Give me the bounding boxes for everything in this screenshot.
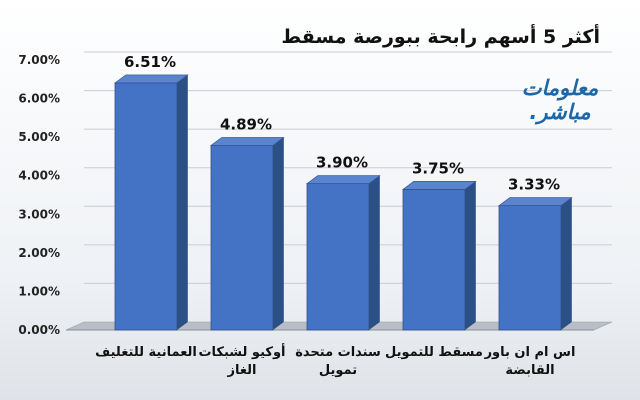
bar-side — [273, 137, 284, 330]
bar — [114, 82, 178, 331]
y-tick-label: 2.00% — [18, 246, 60, 260]
logo-line-1: معلومات — [521, 76, 599, 100]
bar-side — [369, 175, 380, 330]
y-tick-label: 5.00% — [18, 130, 60, 144]
chart-title: أكثر 5 أسهم رابحة ببورصة مسقط — [281, 26, 600, 48]
bar-top — [498, 197, 573, 206]
logo-line-2: مباشر. — [529, 100, 591, 124]
data-label: 3.75% — [412, 159, 464, 177]
x-tick-label: أوكيو لشبكات الغاز — [198, 345, 286, 378]
y-tick-label: 6.00% — [18, 92, 60, 106]
bar-top — [306, 175, 381, 184]
y-tick-label: 4.00% — [18, 169, 60, 183]
bar — [210, 144, 274, 331]
bar — [498, 205, 562, 331]
bar-side — [177, 74, 188, 331]
x-tick-label: اس ام ان باور القابضة — [484, 345, 576, 378]
bar — [402, 188, 466, 331]
bar-top — [210, 137, 285, 146]
x-tick-label: مسقط للتمويل — [385, 345, 483, 360]
logo: معلومات مباشر. — [512, 76, 608, 124]
x-tick-label: سندات متحدة تمويل — [295, 345, 381, 378]
bar — [306, 183, 370, 331]
y-tick-label: 7.00% — [18, 53, 60, 67]
data-label: 4.89% — [220, 115, 272, 133]
data-label: 6.51% — [124, 53, 176, 71]
data-label: 3.90% — [316, 154, 368, 172]
bar-top — [114, 74, 189, 84]
y-tick-label: 3.00% — [18, 207, 60, 221]
bar-side — [465, 181, 476, 330]
y-tick-label: 0.00% — [18, 323, 60, 337]
y-tick-label: 1.00% — [18, 284, 60, 298]
bar-top — [402, 181, 477, 190]
x-tick-label: العمانية للتغليف — [95, 345, 197, 360]
bar-side — [561, 197, 572, 330]
data-label: 3.33% — [508, 176, 560, 194]
